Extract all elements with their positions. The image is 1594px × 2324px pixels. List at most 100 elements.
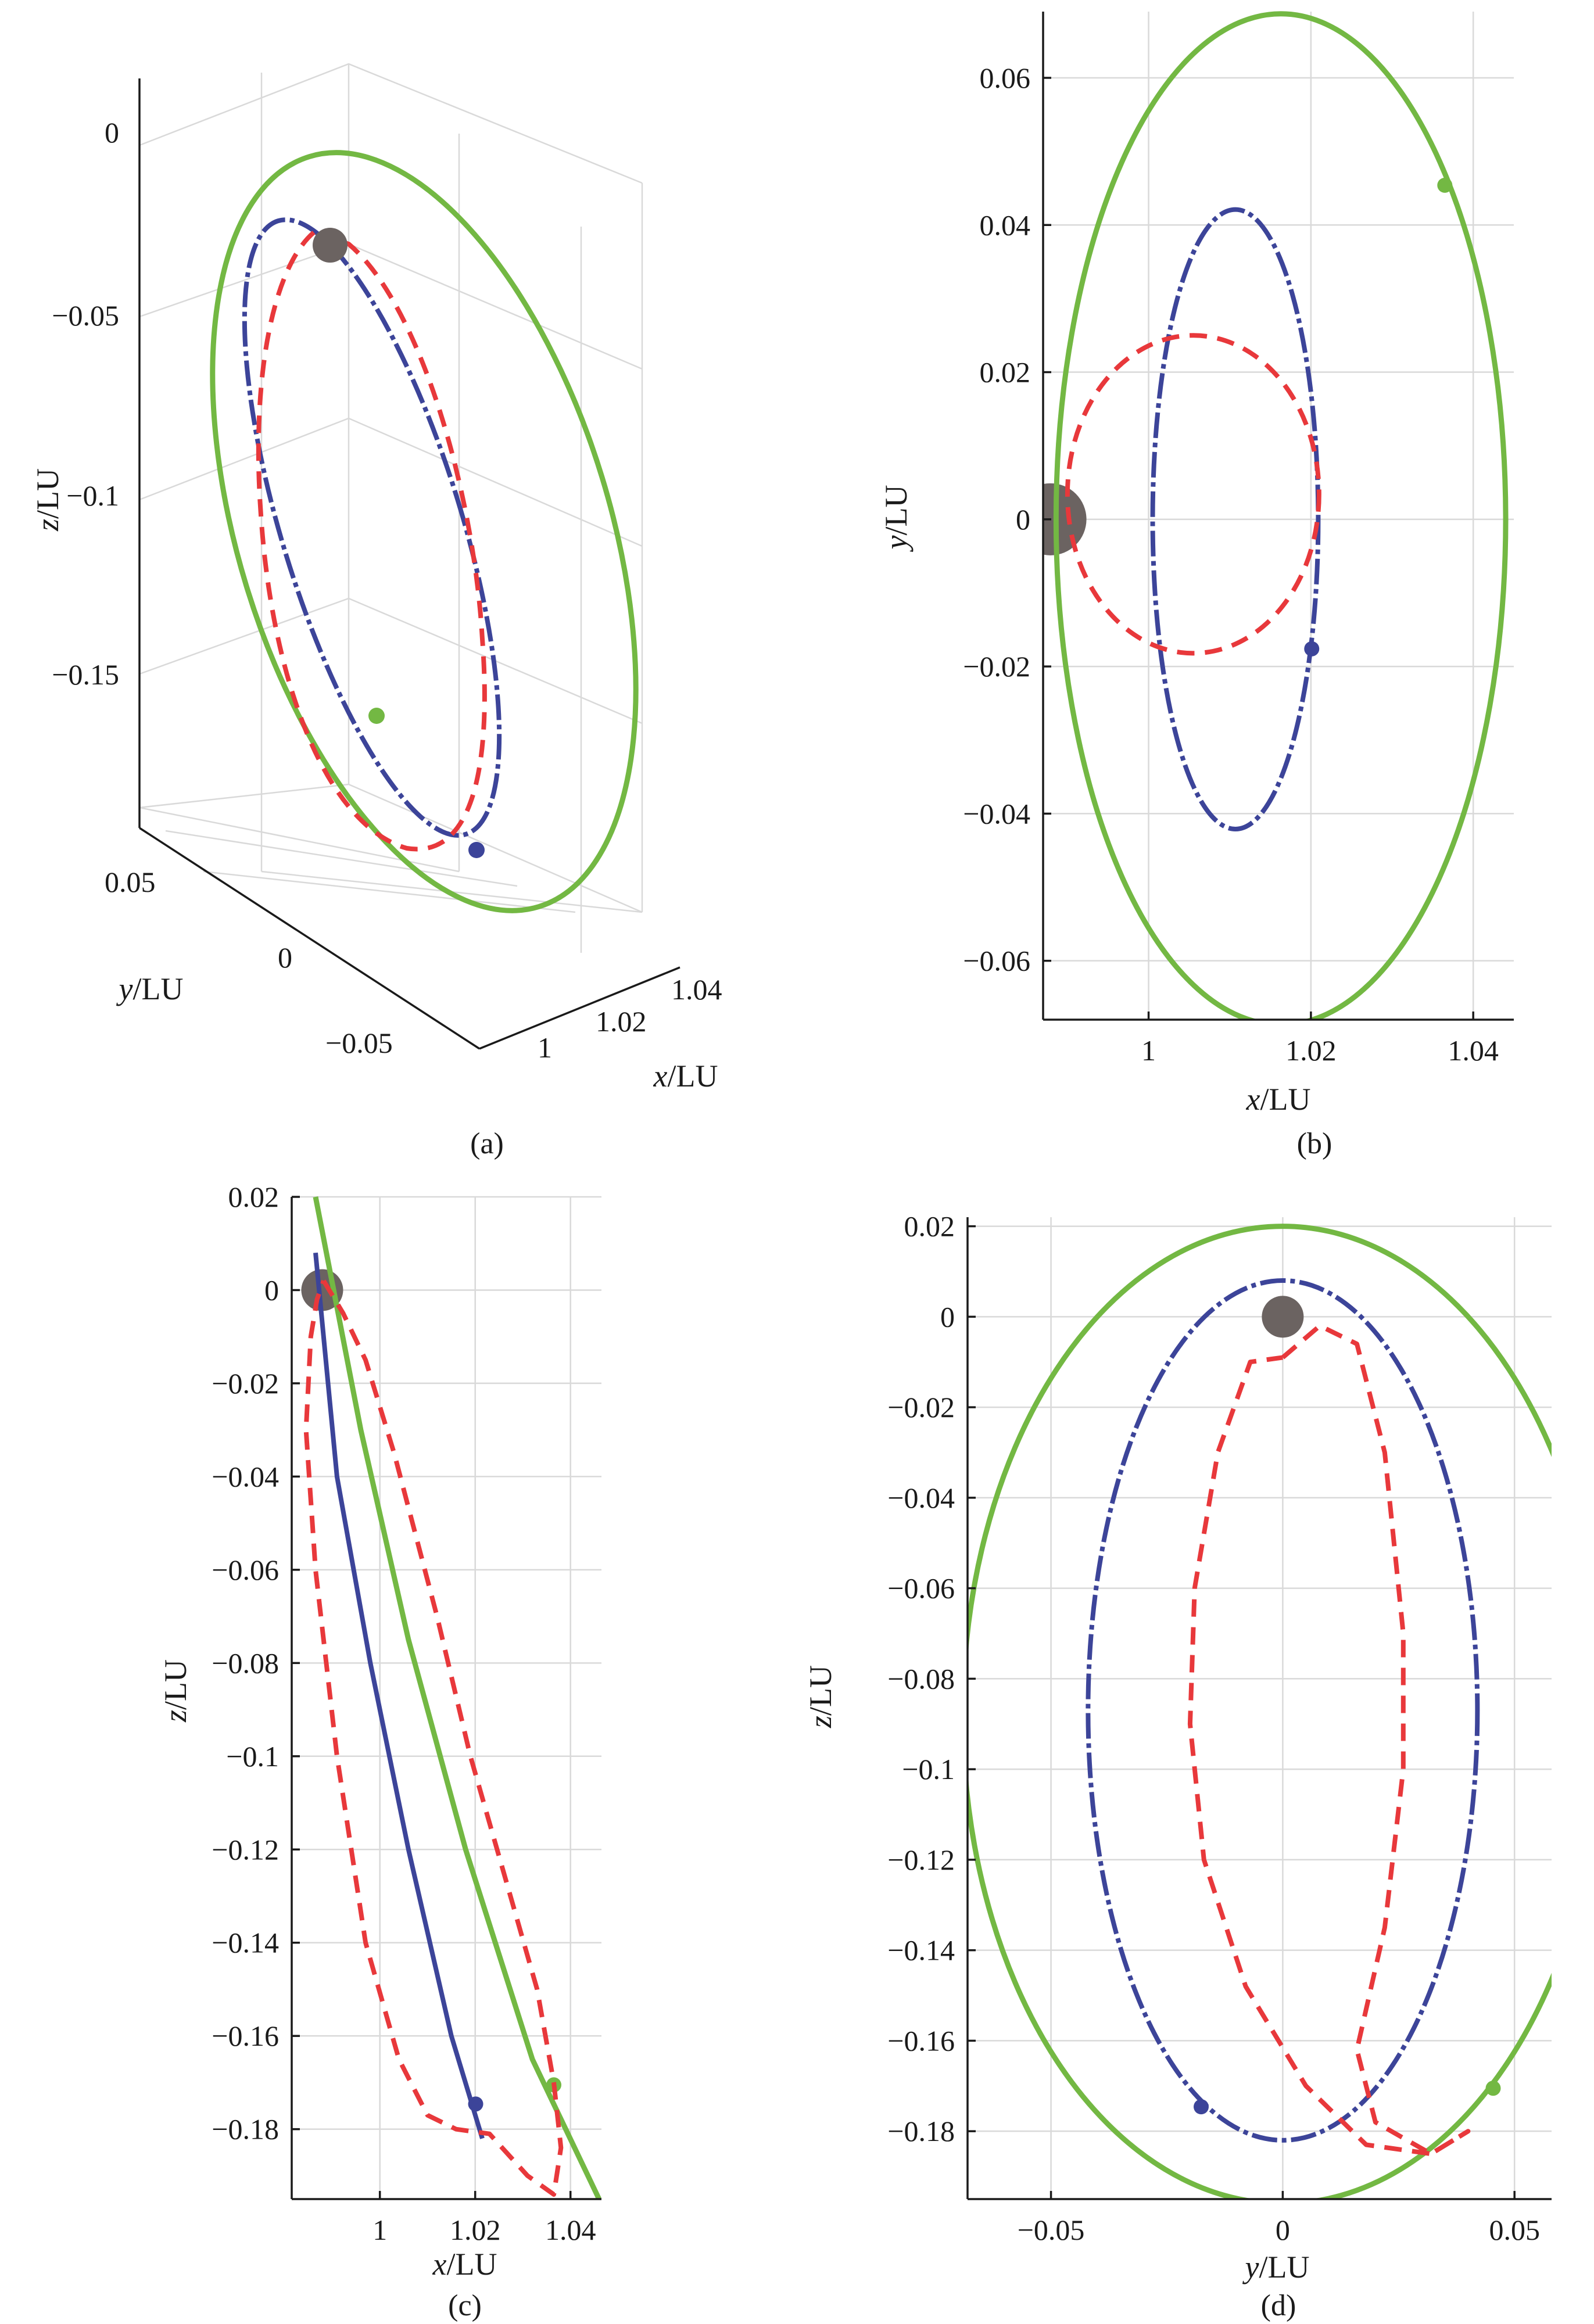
panel-c-ticks: 1 1.02 1.04 0.02 0 −0.02 −0.04 −0.06 −0.08 −0.1 −0…: [212, 1181, 596, 2246]
panel-d-y-tick-label: −0.06: [887, 1572, 955, 1605]
panel-c-red-orbit: [303, 1279, 564, 2197]
panel-b-plot-area: [1043, 11, 1509, 1020]
panel-d-x-tick-label: 0.05: [1489, 2214, 1540, 2246]
panel-b-blue-marker: [1304, 641, 1320, 657]
panel-b-y-tick-label: 0.02: [980, 356, 1031, 389]
panel-a-blue-orbit: [242, 217, 502, 838]
panel-a-z-tick: 0: [105, 116, 119, 149]
panel-c-y-tick-label: −0.04: [212, 1460, 279, 1493]
panel-d-green-orbit: [968, 1224, 1552, 2199]
panel-c-x-tick-label: 1.02: [450, 2214, 501, 2246]
panel-d-central-body: [1262, 1296, 1304, 1338]
panel-d-plot-area: [968, 1224, 1552, 2199]
panel-c-blue-marker: [468, 2096, 483, 2112]
panel-a-z-tick: −0.15: [52, 658, 119, 691]
panel-a-y-label: y/LU: [116, 971, 184, 1006]
panel-c-caption: (c): [448, 2289, 482, 2322]
panel-d-y-tick-label: −0.18: [887, 2115, 955, 2147]
panel-d-x-tick-label: −0.05: [1018, 2214, 1085, 2246]
panel-a-y-tick: 0.05: [105, 866, 156, 898]
panel-c-y-tick-label: −0.06: [212, 1554, 279, 1586]
panel-b-y-tick-label: 0.04: [980, 209, 1031, 241]
panel-c-x-tick-label: 1.04: [545, 2214, 596, 2246]
panel-c-x-tick-label: 1: [372, 2214, 387, 2246]
panel-d-y-tick-label: −0.1: [902, 1753, 955, 1785]
panel-d: −0.05 0 0.05 0.02 0 −0.02 −0.04 −0.06 −0.08 −0.1 −…: [803, 1210, 1552, 2322]
panel-c-y-tick-label: −0.16: [212, 2020, 279, 2052]
panel-a-y-tick: −0.05: [325, 1027, 393, 1059]
panel-d-red-orbit: [1187, 1323, 1471, 2157]
panel-b-y-label: y/LU: [879, 485, 914, 553]
panel-b-y-tick-label: −0.04: [963, 797, 1030, 830]
panel-a-central-body: [313, 228, 348, 263]
panel-d-x-tick-label: 0: [1276, 2214, 1290, 2246]
panel-b-green-marker: [1437, 177, 1453, 193]
panel-c-plot-area: [301, 1196, 601, 2199]
panel-a-x-tick: 1.04: [671, 973, 722, 1006]
panel-b-x-tick-label: 1.04: [1448, 1034, 1499, 1067]
panel-b-grid: [1043, 12, 1514, 1020]
panel-a-y-axis: [139, 827, 480, 1050]
panel-a-x-tick: 1: [538, 1031, 552, 1064]
panel-d-y-tick-label: −0.12: [887, 1844, 955, 1876]
panel-d-blue-marker: [1194, 2099, 1209, 2115]
panel-c-y-tick-label: 0: [264, 1274, 279, 1306]
panel-c-y-tick-label: −0.12: [212, 1833, 279, 1866]
panel-b-red-orbit: [1065, 333, 1321, 656]
panel-c: 1 1.02 1.04 0.02 0 −0.02 −0.04 −0.06 −0.08 −0.1 −0…: [158, 1181, 601, 2322]
panel-d-series: [968, 1224, 1552, 2199]
panel-a-x-tick: 1.02: [596, 1005, 647, 1038]
panel-b-y-tick-label: 0: [1016, 503, 1030, 536]
panel-c-y-tick-label: −0.18: [212, 2113, 279, 2146]
panel-b: 1 1.02 1.04 0.06 0.04 0.02 0 −0.02 −0.04 −0.06 x/…: [879, 11, 1514, 1160]
panel-a-z-tick: −0.05: [52, 299, 119, 332]
panel-d-y-tick-label: 0: [940, 1300, 955, 1333]
panel-c-series: [301, 1196, 601, 2199]
panel-d-x-label: y/LU: [1242, 2250, 1310, 2284]
panel-d-y-tick-label: −0.02: [887, 1391, 955, 1423]
panel-d-y-tick-label: −0.16: [887, 2024, 955, 2057]
panel-d-grid: [968, 1217, 1552, 2199]
panel-c-blue-orbit: [313, 1252, 485, 2139]
panel-b-blue-orbit: [1150, 207, 1321, 831]
panel-b-y-tick-label: −0.02: [963, 650, 1030, 683]
panel-b-x-tick-label: 1: [1141, 1034, 1156, 1067]
panel-a-green-orbit: [210, 150, 639, 913]
panel-b-y-tick-label: 0.06: [980, 62, 1031, 94]
panel-c-x-label: x/LU: [432, 2247, 497, 2282]
panel-a-x-label: x/LU: [653, 1059, 718, 1093]
panel-a: 0 −0.05 −0.1 −0.15 0.05 0 −0.05 1 1.02 1…: [30, 63, 722, 1160]
panel-a-green-marker: [368, 708, 385, 724]
panel-c-y-tick-label: −0.08: [212, 1647, 279, 1679]
panel-c-grid: [292, 1196, 601, 2199]
panel-b-green-orbit: [1053, 11, 1509, 1020]
panel-d-caption: (d): [1261, 2289, 1296, 2322]
panel-a-y-tick: 0: [278, 941, 292, 974]
panel-d-y-tick-label: −0.08: [887, 1662, 955, 1695]
panel-d-y-label: z/LU: [803, 1665, 838, 1728]
panel-a-blue-marker: [468, 842, 485, 858]
panel-c-y-tick-label: −0.1: [226, 1740, 279, 1773]
panel-c-y-label: z/LU: [158, 1659, 193, 1723]
panel-d-green-marker: [1485, 2081, 1501, 2096]
panel-c-y-tick-label: −0.14: [212, 1927, 279, 1959]
panel-b-x-label: x/LU: [1246, 1082, 1311, 1117]
panel-b-y-tick-label: −0.06: [963, 945, 1030, 977]
panel-a-z-tick: −0.1: [66, 479, 119, 512]
panel-b-x-tick-label: 1.02: [1285, 1034, 1337, 1067]
panel-c-y-tick-label: 0.02: [228, 1181, 280, 1213]
panel-a-grid: [138, 63, 643, 953]
panel-a-x-axis: [479, 966, 680, 1050]
panel-b-series: [1043, 11, 1509, 1020]
panel-d-y-tick-label: −0.04: [887, 1482, 955, 1514]
panel-b-ticks: 1 1.02 1.04 0.06 0.04 0.02 0 −0.02 −0.04 −0.06: [963, 62, 1499, 1067]
panel-d-y-tick-label: −0.14: [887, 1934, 955, 1967]
panel-a-caption: (a): [470, 1127, 504, 1160]
panel-c-green-orbit: [313, 1196, 601, 2199]
panel-d-blue-orbit: [1086, 1278, 1480, 2143]
panel-d-ticks: −0.05 0 0.05 0.02 0 −0.02 −0.04 −0.06 −0.08 −0.1 −…: [887, 1210, 1540, 2246]
panel-a-red-orbit: [256, 229, 487, 852]
panel-d-y-tick-label: 0.02: [904, 1210, 955, 1243]
panel-a-z-label: z/LU: [30, 468, 65, 532]
